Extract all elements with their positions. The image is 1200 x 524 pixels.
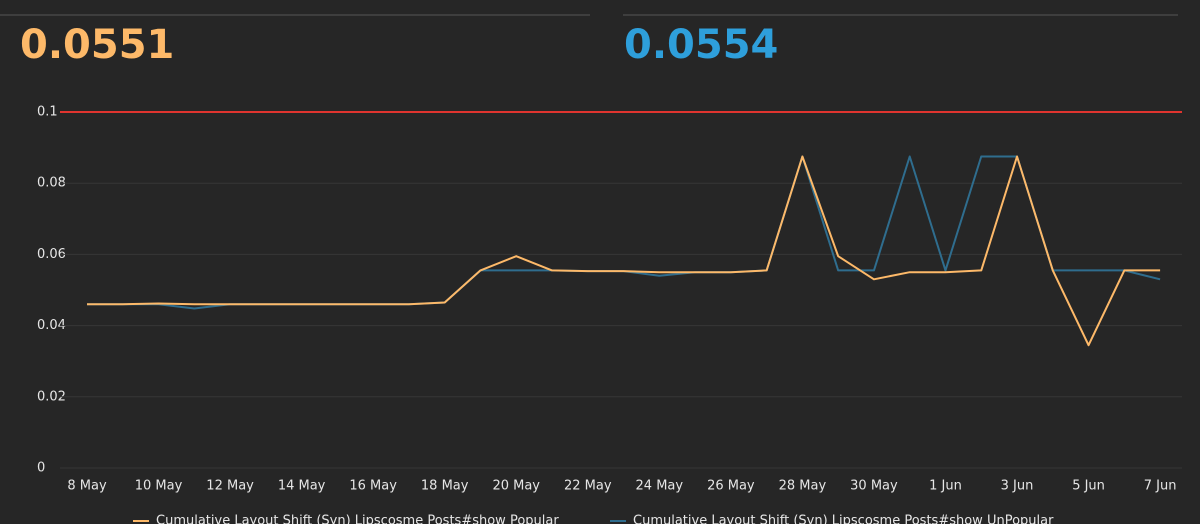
- legend-label: Cumulative Layout Shift (Syn) Lipscosme …: [156, 514, 559, 524]
- y-tick-label: 0.04: [37, 318, 66, 333]
- x-tick-label: 22 May: [564, 479, 612, 494]
- x-tick-label: 20 May: [492, 479, 540, 494]
- x-tick-label: 7 Jun: [1144, 479, 1177, 494]
- y-tick-label: 0.02: [37, 389, 66, 404]
- summary-value: 0.0551: [20, 22, 174, 68]
- y-tick-label: 0.08: [37, 176, 66, 191]
- y-tick-label: 0: [37, 461, 45, 476]
- x-tick-label: 30 May: [850, 479, 898, 494]
- x-tick-label: 8 May: [67, 479, 107, 494]
- x-tick-label: 14 May: [278, 479, 326, 494]
- y-tick-label: 0.1: [37, 105, 58, 120]
- x-tick-label: 18 May: [421, 479, 469, 494]
- x-tick-label: 5 Jun: [1072, 479, 1105, 494]
- x-tick-label: 10 May: [135, 479, 183, 494]
- x-tick-label: 3 Jun: [1001, 479, 1034, 494]
- series-line: [87, 155, 1161, 310]
- series-line: [87, 155, 1161, 347]
- y-tick-label: 0.06: [37, 247, 66, 262]
- x-tick-label: 1 Jun: [929, 479, 962, 494]
- legend-label: Cumulative Layout Shift (Syn) Lipscosme …: [633, 514, 1054, 524]
- x-tick-label: 26 May: [707, 479, 755, 494]
- x-tick-label: 12 May: [206, 479, 254, 494]
- summary-value: 0.0554: [624, 22, 778, 68]
- x-tick-label: 28 May: [779, 479, 827, 494]
- x-tick-label: 16 May: [349, 479, 397, 494]
- x-tick-label: 24 May: [636, 479, 684, 494]
